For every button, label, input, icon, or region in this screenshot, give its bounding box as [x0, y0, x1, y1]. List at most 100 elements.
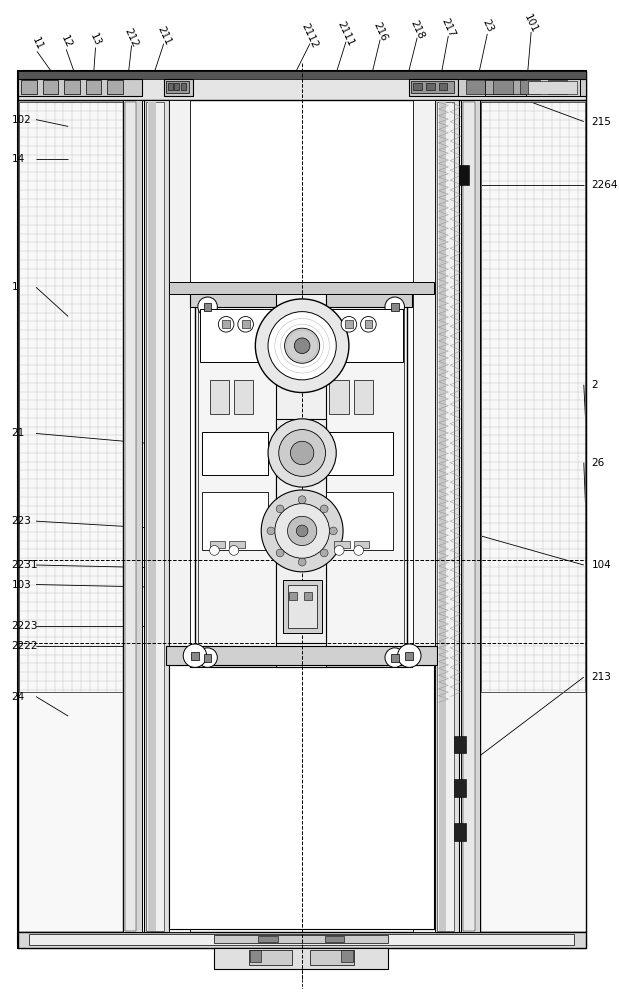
Circle shape: [341, 317, 357, 332]
Bar: [258, 936, 278, 942]
Bar: [287, 585, 317, 628]
Bar: [463, 102, 475, 931]
Circle shape: [298, 558, 306, 566]
Bar: [222, 320, 230, 328]
Bar: [125, 102, 136, 931]
Circle shape: [385, 297, 404, 317]
Circle shape: [294, 338, 310, 354]
Bar: [276, 292, 326, 667]
Bar: [43, 80, 58, 94]
Bar: [200, 309, 275, 362]
Bar: [329, 380, 349, 414]
Bar: [310, 950, 354, 965]
Bar: [324, 936, 344, 942]
Bar: [241, 320, 249, 328]
Circle shape: [354, 546, 363, 555]
Bar: [168, 282, 434, 294]
Bar: [454, 779, 466, 797]
Bar: [436, 102, 454, 931]
Bar: [334, 541, 350, 548]
Text: 101: 101: [522, 13, 540, 35]
Bar: [204, 303, 212, 311]
Bar: [528, 81, 577, 94]
Text: 223: 223: [12, 516, 32, 526]
Bar: [234, 380, 253, 414]
Text: 218: 218: [409, 19, 426, 41]
Text: 26: 26: [592, 458, 605, 468]
Circle shape: [276, 549, 284, 557]
Bar: [290, 592, 297, 600]
Circle shape: [261, 490, 343, 572]
Bar: [144, 100, 168, 932]
Circle shape: [268, 419, 336, 487]
Bar: [190, 292, 412, 307]
Bar: [210, 380, 229, 414]
Text: 11: 11: [30, 35, 45, 52]
Circle shape: [285, 328, 319, 363]
Text: 1: 1: [12, 282, 19, 292]
Text: 13: 13: [88, 32, 103, 48]
Bar: [191, 652, 199, 660]
Bar: [17, 100, 123, 932]
Bar: [365, 320, 372, 328]
Bar: [107, 80, 123, 94]
Bar: [214, 948, 388, 969]
Text: 2112: 2112: [300, 22, 320, 50]
Bar: [345, 320, 353, 328]
Bar: [413, 100, 435, 932]
Bar: [168, 83, 173, 90]
Bar: [354, 541, 370, 548]
Text: 21: 21: [12, 428, 25, 438]
Bar: [86, 80, 102, 94]
Circle shape: [397, 644, 421, 667]
Text: 24: 24: [12, 692, 25, 702]
Circle shape: [334, 546, 344, 555]
Circle shape: [297, 525, 308, 537]
Text: 104: 104: [592, 560, 612, 570]
Bar: [202, 432, 268, 475]
Text: 2231: 2231: [12, 560, 38, 570]
Bar: [493, 80, 513, 94]
Text: 12: 12: [59, 34, 74, 50]
Bar: [202, 492, 268, 550]
Bar: [166, 81, 189, 93]
Bar: [168, 665, 434, 929]
Bar: [29, 934, 574, 945]
Text: 216: 216: [371, 21, 389, 43]
Circle shape: [198, 648, 217, 667]
Bar: [304, 592, 312, 600]
Bar: [248, 950, 292, 965]
Bar: [326, 492, 393, 550]
Bar: [168, 100, 190, 932]
Text: 103: 103: [12, 580, 32, 590]
Bar: [354, 380, 373, 414]
Text: 2264: 2264: [592, 180, 618, 190]
Bar: [341, 950, 353, 962]
Bar: [413, 83, 422, 90]
Bar: [175, 83, 180, 90]
Bar: [64, 80, 80, 94]
Circle shape: [268, 312, 336, 380]
Bar: [458, 79, 485, 96]
Bar: [454, 823, 466, 841]
Bar: [146, 102, 164, 931]
Circle shape: [279, 430, 326, 476]
Bar: [17, 71, 586, 79]
Bar: [210, 541, 225, 548]
Text: 23: 23: [480, 18, 495, 34]
Text: 211: 211: [155, 25, 173, 47]
Circle shape: [219, 317, 234, 332]
Circle shape: [275, 504, 329, 558]
Bar: [190, 100, 413, 932]
Circle shape: [298, 496, 306, 504]
Bar: [229, 541, 245, 548]
Bar: [391, 303, 399, 311]
Circle shape: [290, 441, 314, 465]
Bar: [17, 71, 586, 100]
Bar: [548, 80, 567, 94]
Bar: [466, 80, 485, 94]
Circle shape: [385, 648, 404, 667]
Text: 213: 213: [592, 672, 612, 682]
Bar: [463, 80, 580, 94]
Bar: [198, 295, 404, 664]
